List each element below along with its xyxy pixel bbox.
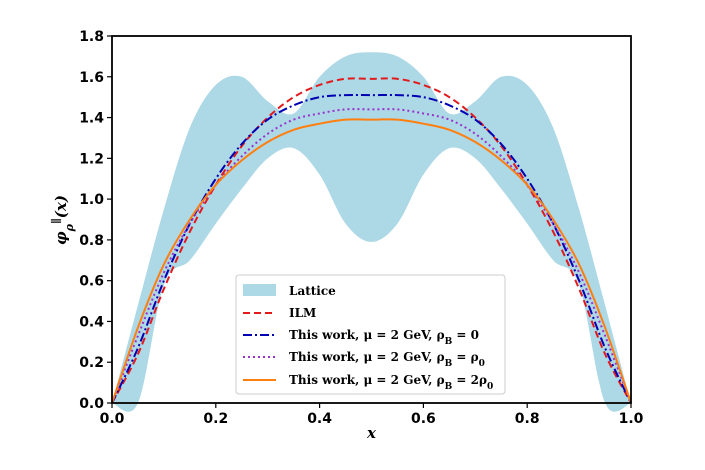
y-tick-label: 1.0 [79,192,104,208]
x-tick-label: 0.8 [515,411,540,427]
legend-entry-lattice: Lattice [243,284,336,298]
series-line-3-this-work-2-gev-b-0 [111,108,632,404]
y-axis: 0.0 0.2 0.4 0.6 0.8 1.0 1.2 1.4 1.6 1.8 [79,29,112,412]
y-tick-label: 1.8 [79,29,104,45]
series-line-4-this-work-2-gev-b-2-0 [111,118,632,404]
y-tick-label: 0.6 [79,274,104,290]
legend-swatch-lattice [243,284,276,296]
y-tick-label: 0.8 [79,233,104,249]
legend-box [235,274,506,395]
band-lattice [112,52,631,412]
x-axis: 0.0 0.2 0.4 0.6 0.8 1.0 [100,403,644,427]
series-layer [111,77,632,404]
legend-entry-ilm: ILM [243,306,316,320]
x-tick-label: 0.2 [203,411,228,427]
series-line-1-ilm [111,77,632,404]
y-tick-label: 0.4 [79,314,104,330]
y-tick-label: 0.0 [79,396,104,412]
plot-frame [111,35,632,404]
x-axis-label: x [366,424,377,442]
legend: Lattice ILM This work, μ = 2 GeV, ρB = 0… [235,274,506,395]
x-tick-label: 0.4 [307,411,332,427]
y-axis-label: φρ∥(x) [50,195,76,245]
x-tick-label: 1.0 [619,411,644,427]
band-layer [112,52,631,412]
x-tick-label: 0.6 [411,411,436,427]
y-tick-label: 1.6 [79,70,104,86]
y-tick-label: 1.2 [79,151,104,167]
y-tick-label: 1.4 [79,111,104,127]
legend-label-lattice: Lattice [289,284,336,298]
legend-label-ilm: ILM [289,306,316,320]
y-tick-label: 0.2 [79,355,104,371]
x-tick-label: 0.0 [100,411,125,427]
